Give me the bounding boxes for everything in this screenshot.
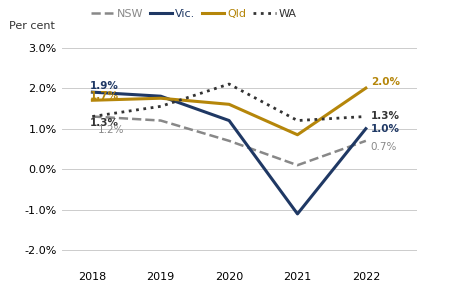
NSW [295,163,301,167]
Text: 1.0%: 1.0% [371,124,400,134]
WA [158,105,164,108]
NSW [90,115,95,118]
Text: 1.3%: 1.3% [371,111,400,121]
Text: 1.7%: 1.7% [90,91,119,101]
WA [295,119,301,122]
Vic. [90,90,95,94]
NSW [363,139,369,143]
Text: 0.7%: 0.7% [371,142,397,152]
Text: 1.2%: 1.2% [98,125,124,135]
NSW [158,119,164,122]
WA [90,115,95,118]
Line: Qld: Qld [92,88,366,135]
Qld [295,133,301,137]
Qld [226,102,232,106]
Vic. [295,212,301,216]
WA [226,82,232,86]
Qld [90,98,95,102]
Line: Vic.: Vic. [92,92,366,214]
Text: Per cent: Per cent [9,21,55,31]
Vic. [363,127,369,131]
Vic. [226,119,232,122]
Line: WA: WA [92,84,366,121]
Qld [158,96,164,100]
NSW [226,139,232,143]
Legend: NSW, Vic., Qld, WA: NSW, Vic., Qld, WA [91,8,297,18]
Line: NSW: NSW [92,116,366,165]
WA [363,115,369,118]
Qld [363,86,369,90]
Text: 1.3%: 1.3% [90,118,118,128]
Text: 2.0%: 2.0% [371,77,400,87]
Vic. [158,95,164,98]
Text: 1.9%: 1.9% [90,81,118,91]
